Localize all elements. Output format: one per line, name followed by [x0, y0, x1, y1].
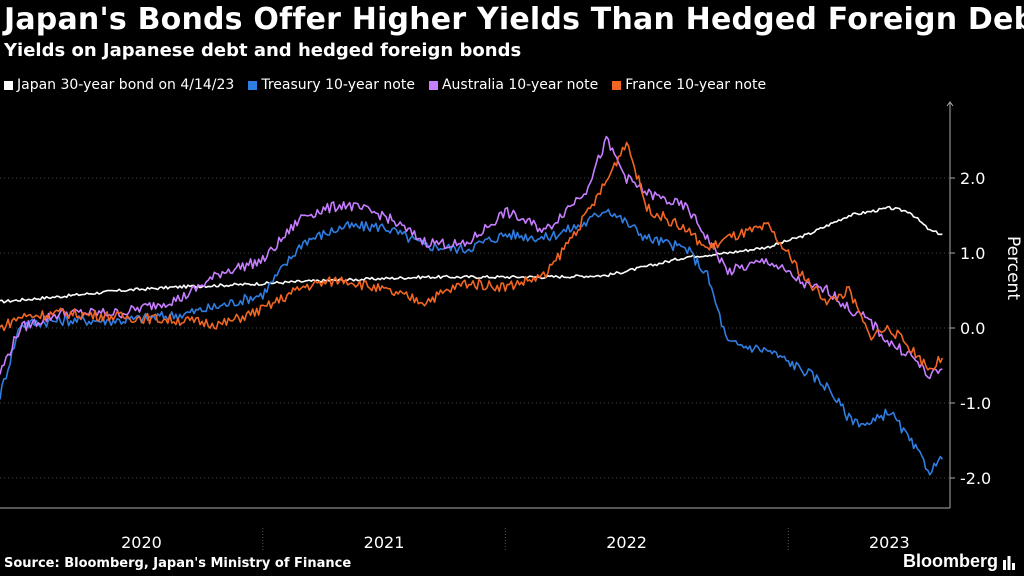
y-tick-label: -2.0 [960, 469, 991, 488]
brand-logo: Bloomberg [903, 551, 1016, 572]
y-axis-title: Percent [1003, 236, 1023, 300]
legend-swatch-treasury [248, 80, 258, 90]
legend-item-france: France 10-year note [612, 77, 766, 93]
series-line-france [0, 141, 944, 371]
legend-item-australia: Australia 10-year note [428, 77, 599, 93]
legend-item-japan: Japan 30-year bond on 4/14/23 [4, 77, 234, 93]
legend-swatch-france [612, 80, 622, 90]
legend-swatch-australia [428, 80, 438, 90]
y-tick-label: 2.0 [960, 169, 985, 188]
y-tick-label: 0.0 [960, 319, 985, 338]
y-tick-label: 1.0 [960, 244, 985, 263]
legend-label-australia: Australia 10-year note [441, 77, 599, 93]
x-tick-label: 2020 [121, 533, 162, 552]
legend: Japan 30-year bond on 4/14/23 Treasury 1… [4, 77, 780, 93]
chart-title: Japan's Bonds Offer Higher Yields Than H… [4, 2, 1024, 37]
legend-label-japan: Japan 30-year bond on 4/14/23 [17, 77, 235, 93]
x-tick-label: 2022 [606, 533, 647, 552]
legend-item-treasury: Treasury 10-year note [248, 77, 415, 93]
y-tick-label: -1.0 [960, 394, 991, 413]
x-tick-label: 2023 [869, 533, 910, 552]
x-tick-label: 2021 [364, 533, 405, 552]
legend-label-france: France 10-year note [625, 77, 767, 93]
chart-subtitle: Yields on Japanese debt and hedged forei… [4, 40, 522, 61]
legend-label-treasury: Treasury 10-year note [261, 77, 415, 93]
series-line-treasury [0, 208, 944, 476]
legend-swatch-japan [4, 80, 13, 90]
bar-chart-icon [1003, 555, 1015, 570]
series-line-japan [0, 205, 943, 304]
series-line-australia [0, 135, 943, 380]
brand-name: Bloomberg [902, 551, 998, 571]
source-note: Source: Bloomberg, Japan's Ministry of F… [4, 556, 352, 571]
y-axis-arrow [946, 101, 954, 107]
